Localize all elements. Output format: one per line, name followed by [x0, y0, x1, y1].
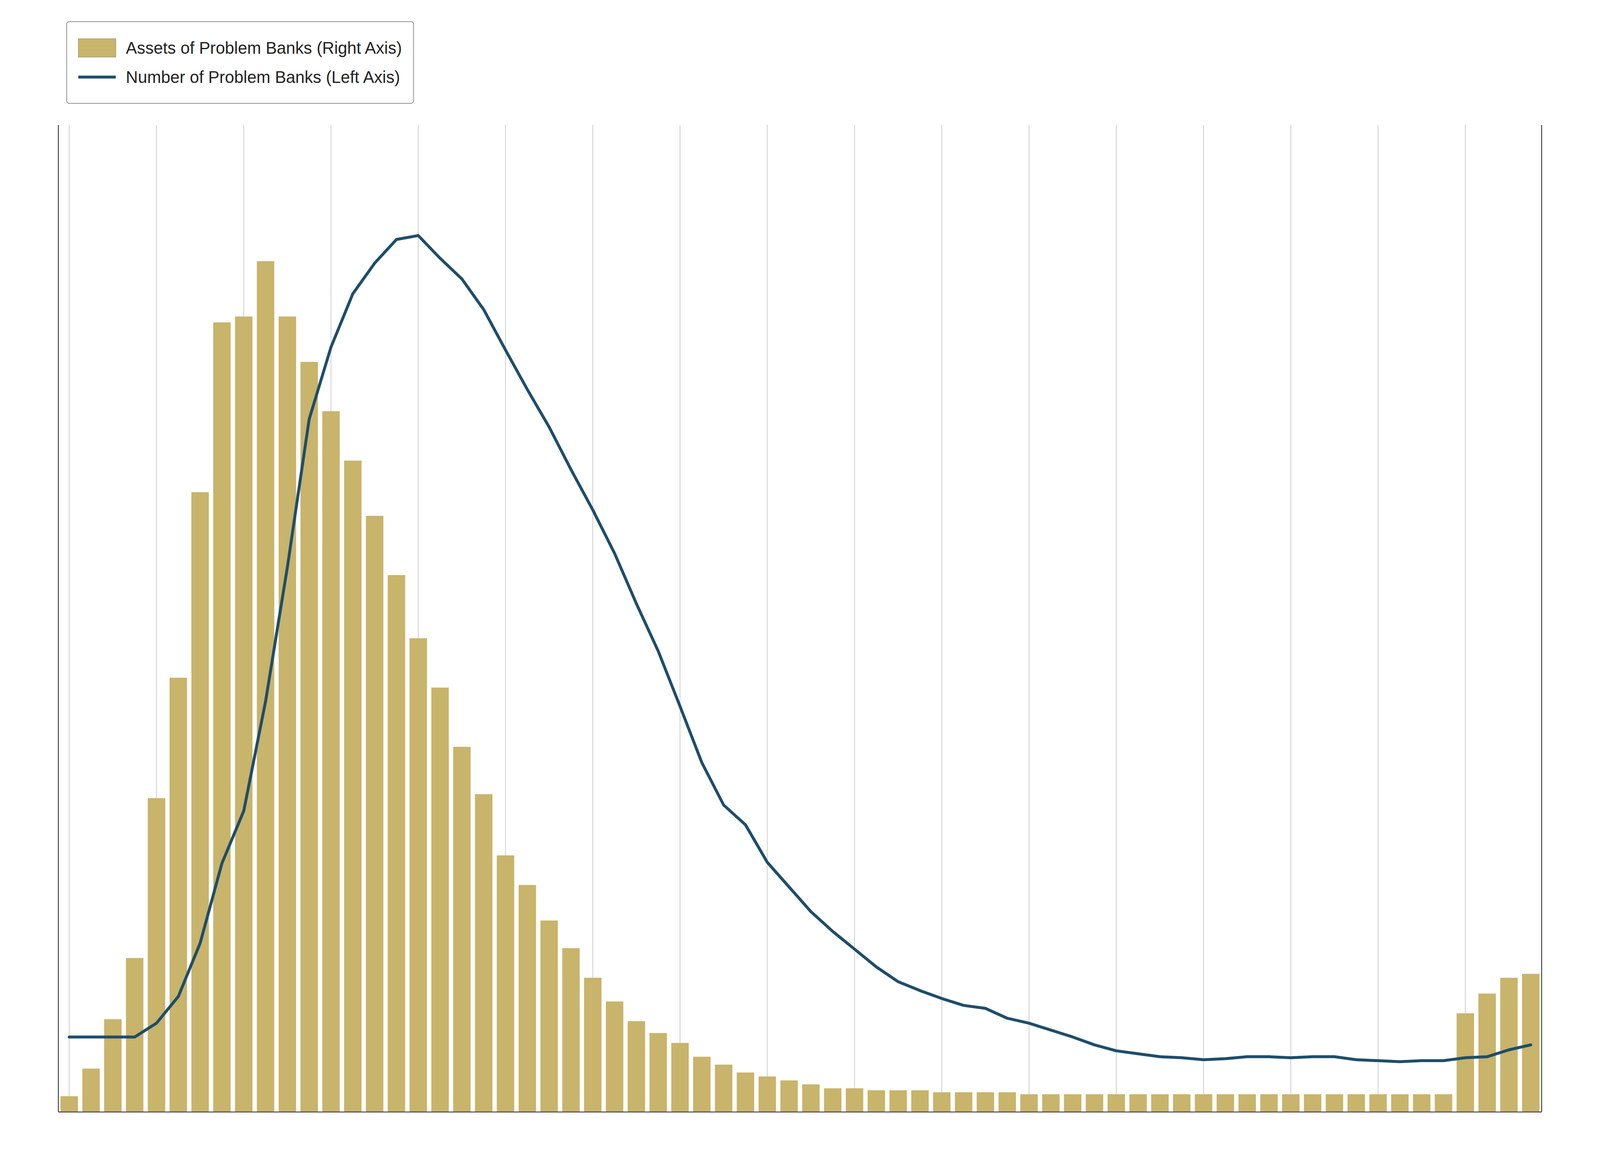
bar	[213, 322, 231, 1113]
grid-line	[679, 125, 681, 1113]
bar	[387, 575, 406, 1113]
grid-line	[1115, 125, 1117, 1113]
bar	[1347, 1094, 1365, 1113]
bar	[1107, 1094, 1125, 1113]
grid-line	[68, 125, 70, 1113]
bar	[300, 362, 318, 1113]
bar	[932, 1092, 951, 1113]
bar	[692, 1056, 711, 1113]
bar	[845, 1088, 864, 1113]
bar	[1391, 1094, 1409, 1113]
grid-line	[1465, 125, 1466, 1113]
plot-area	[58, 125, 1542, 1113]
bar	[715, 1064, 733, 1113]
bar	[976, 1092, 995, 1113]
bar	[169, 677, 188, 1113]
bar	[256, 261, 275, 1113]
bar	[518, 885, 537, 1113]
bar	[758, 1076, 777, 1113]
bar	[824, 1088, 842, 1113]
bar	[1369, 1094, 1387, 1113]
grid-line	[1377, 125, 1379, 1113]
bar	[1085, 1094, 1104, 1113]
bar	[1238, 1094, 1256, 1113]
bar	[911, 1090, 929, 1113]
grid-line	[854, 125, 855, 1113]
bar	[409, 638, 428, 1113]
grid-line	[592, 125, 594, 1113]
legend-frame	[66, 21, 414, 104]
bar	[344, 460, 362, 1113]
bar	[736, 1072, 755, 1113]
bar	[627, 1021, 645, 1113]
x-axis-line	[58, 1111, 1542, 1113]
bar	[649, 1032, 668, 1113]
bar	[1456, 1013, 1475, 1113]
y2-axis-line	[1541, 125, 1543, 1113]
bar	[1434, 1094, 1453, 1113]
legend-label: Assets of Problem Banks (Right Axis)	[125, 38, 402, 58]
bar	[431, 687, 449, 1113]
bar	[1478, 993, 1496, 1113]
bar	[1172, 1094, 1191, 1113]
bar	[278, 316, 297, 1113]
axes	[58, 125, 1542, 1113]
marks	[60, 235, 1540, 1113]
bar	[867, 1090, 885, 1113]
bar	[584, 977, 602, 1113]
bar	[889, 1090, 908, 1113]
bar	[496, 855, 515, 1113]
bar	[1020, 1094, 1038, 1113]
bar	[605, 1001, 624, 1113]
bar	[1151, 1094, 1169, 1113]
grid-line	[1203, 125, 1205, 1113]
bar	[1063, 1094, 1082, 1113]
bar	[1129, 1094, 1148, 1113]
bar	[475, 794, 493, 1113]
legend: Assets of Problem Banks (Right Axis) Numb…	[66, 21, 414, 104]
grid-line	[766, 125, 768, 1113]
grid-line	[1290, 125, 1292, 1113]
line	[69, 235, 1531, 1062]
bar	[365, 515, 384, 1113]
bar	[540, 920, 558, 1113]
bar	[125, 957, 144, 1113]
bar	[671, 1042, 689, 1113]
grid-line	[1028, 125, 1030, 1113]
bar	[955, 1092, 973, 1113]
bar	[1195, 1094, 1213, 1113]
bar	[1042, 1094, 1060, 1113]
bar	[1522, 973, 1540, 1113]
bar	[104, 1019, 122, 1113]
bar	[802, 1084, 820, 1113]
bar	[1216, 1094, 1235, 1113]
bar	[1282, 1094, 1300, 1113]
legend-label: Number of Problem Banks (Left Axis)	[125, 67, 400, 87]
bar	[998, 1092, 1016, 1113]
bar-series	[60, 261, 1540, 1113]
bar	[82, 1068, 100, 1113]
bar	[1325, 1094, 1344, 1113]
bar	[1412, 1094, 1431, 1113]
legend-swatch	[78, 75, 116, 79]
bar	[453, 746, 471, 1113]
chart: Assets of Problem Banks (Right Axis) Numb…	[0, 0, 1600, 1162]
bar	[60, 1096, 78, 1113]
grid-line	[941, 125, 943, 1113]
legend-swatch	[78, 38, 116, 58]
bar	[1260, 1094, 1278, 1113]
bar	[1500, 977, 1518, 1113]
y-axis-line	[57, 125, 59, 1113]
bar	[191, 492, 209, 1113]
bar	[1303, 1094, 1322, 1113]
bar	[780, 1080, 798, 1113]
bar	[322, 411, 340, 1113]
bar	[562, 948, 580, 1113]
bar	[147, 798, 166, 1113]
bar	[235, 316, 253, 1113]
